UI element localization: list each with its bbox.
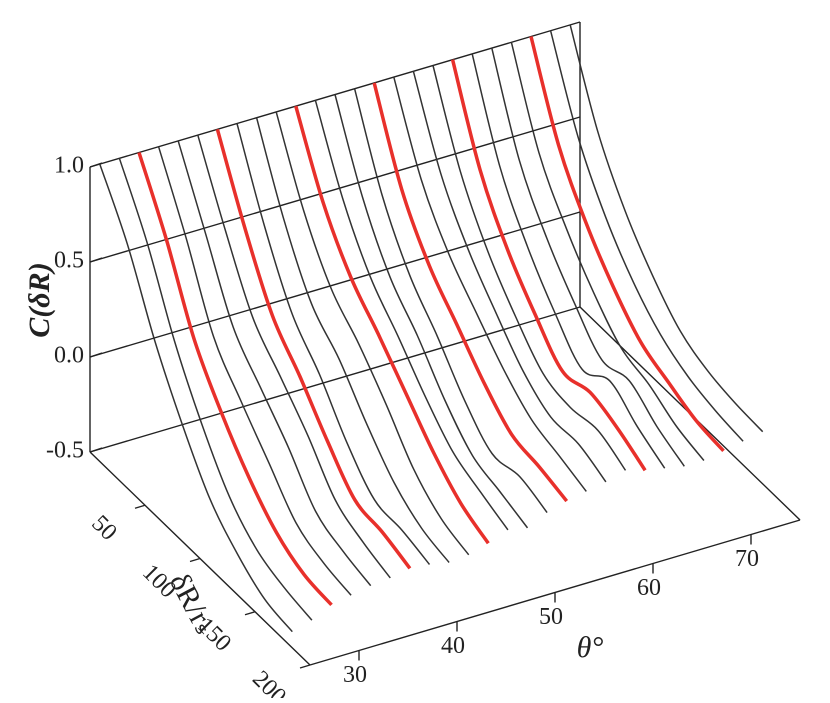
curve: [393, 76, 587, 492]
x-tick-label: 200: [247, 666, 291, 698]
y-tick-label: -0.5: [46, 438, 84, 464]
curve: [137, 151, 333, 607]
curve: [314, 100, 509, 531]
curve: [353, 88, 548, 514]
curve: [549, 30, 744, 442]
curve: [99, 163, 293, 633]
curve: [255, 117, 450, 563]
curve: [294, 105, 490, 545]
curve: [432, 65, 627, 471]
z-tick-label: 30: [343, 662, 367, 688]
curve: [236, 123, 431, 565]
tick-mark: [89, 162, 103, 168]
curve: [529, 36, 725, 453]
curve: [177, 140, 372, 587]
curve: [491, 47, 685, 467]
curve: [569, 24, 764, 433]
curve: [157, 146, 352, 596]
y-tick-label: 1.0: [54, 153, 84, 179]
tick-mark: [189, 557, 201, 563]
curve: [275, 111, 470, 556]
curve: [334, 94, 529, 529]
z-tick-label: 40: [441, 633, 465, 659]
z-axis-title: θ°: [577, 631, 604, 664]
curve: [118, 158, 313, 621]
tick-mark: [244, 611, 256, 616]
curve: [412, 71, 607, 483]
tick-mark: [299, 664, 311, 669]
x-tick-label: 50: [86, 511, 121, 546]
axis-line: [89, 306, 581, 453]
grid-line: [89, 116, 581, 263]
curve: [450, 59, 647, 472]
curve: [471, 53, 666, 469]
y-tick-label: 0.5: [54, 248, 84, 274]
tick-mark: [89, 447, 103, 453]
y-axis-title: C(δR): [23, 262, 56, 337]
curve: [215, 128, 412, 570]
curve: [197, 134, 391, 579]
z-tick-label: 70: [735, 546, 759, 572]
y-tick-label: 0.0: [54, 343, 84, 369]
curve: [372, 82, 569, 503]
z-tick-label: 50: [539, 604, 563, 630]
z-tick-label: 60: [637, 575, 661, 601]
curve: [510, 42, 705, 461]
tick-mark: [134, 504, 146, 509]
